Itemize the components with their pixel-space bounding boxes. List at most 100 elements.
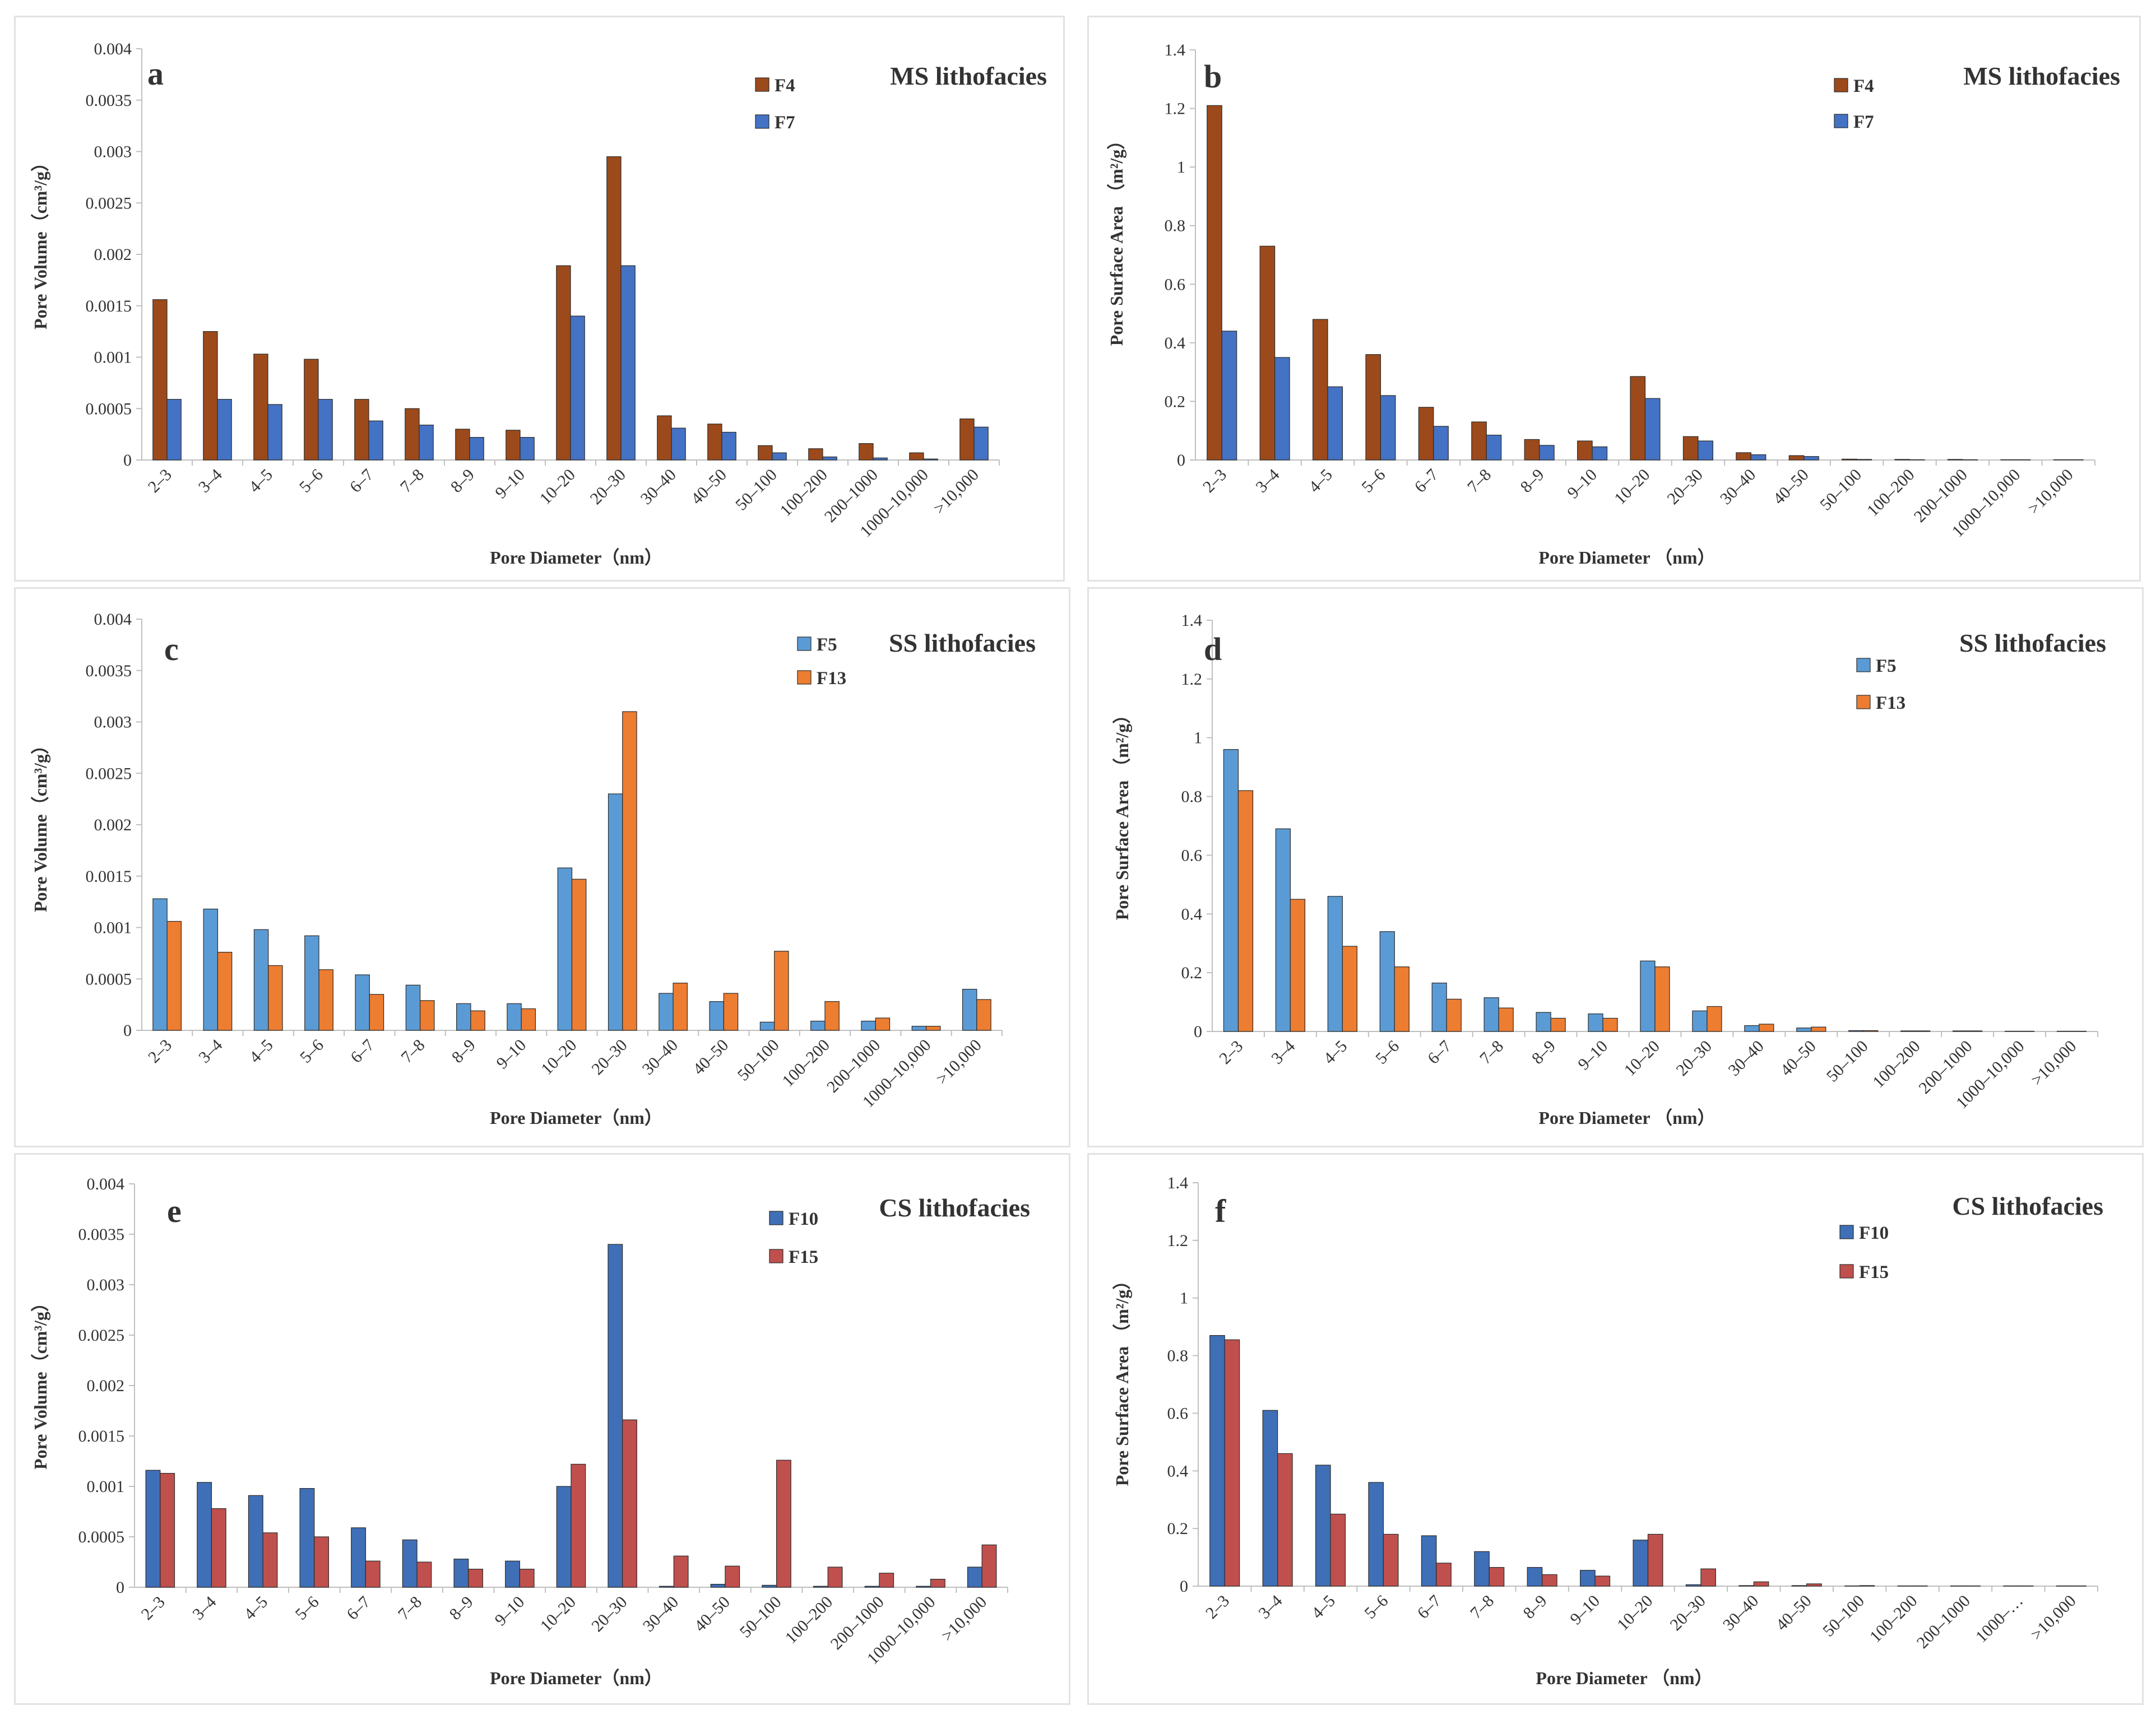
x-tick-label: 4–5: [1320, 1037, 1351, 1068]
bar-F4-14: [1947, 459, 1963, 461]
x-tick-label: 20–30: [1666, 1592, 1709, 1634]
bar-F7-15: [923, 458, 938, 461]
x-tick-label: 4–5: [1305, 466, 1336, 496]
x-tick-label: 7–8: [397, 466, 428, 496]
x-tick-label: 40–50: [1772, 1592, 1815, 1634]
panel-letter: c: [164, 631, 179, 667]
bar-F4-6: [455, 429, 470, 461]
y-tick-label: 0.2: [1165, 392, 1186, 411]
bar-F10-2: [248, 1495, 263, 1588]
x-tick-label: 8–9: [448, 1036, 479, 1067]
x-tick-label: 6–7: [343, 1593, 374, 1624]
x-tick-label: 10–20: [1611, 466, 1653, 508]
x-tick-label: 50–100: [736, 1593, 785, 1642]
y-tick-label: 0.002: [94, 816, 132, 834]
bar-F5-5: [405, 984, 421, 1031]
bar-F5-1: [203, 908, 219, 1031]
y-tick-label: 0.6: [1167, 1404, 1189, 1423]
x-tick-label: 10–20: [536, 466, 579, 508]
bar-F4-8: [556, 265, 571, 461]
bar-F13-6: [1550, 1017, 1566, 1032]
bar-F10-4: [1421, 1535, 1437, 1587]
bar-F5-15: [911, 1026, 927, 1031]
bar-F13-0: [166, 921, 182, 1031]
x-axis-title: Pore Diameter （nm）: [1538, 547, 1715, 568]
chart-panel-e: 0 0.0005 0.001 0.0015 0.002 0.0025 0.003 0.0035…: [14, 1153, 1070, 1705]
bar-F15-8: [1647, 1533, 1663, 1587]
x-tick-label: 1000–…: [1972, 1592, 2027, 1647]
bar-F5-1: [1275, 828, 1291, 1032]
x-axis-title: Pore Diameter （nm）: [1538, 1108, 1715, 1128]
bar-F4-13: [1894, 459, 1911, 461]
bar-F4-8: [1630, 376, 1646, 461]
bar-F5-10: [1744, 1025, 1760, 1032]
bar-F10-16: [967, 1567, 982, 1588]
bar-F13-12: [774, 951, 789, 1031]
chart-panel-a: 0 0.0005 0.001 0.0015 0.002 0.0025 0.003 0.0035…: [14, 16, 1065, 582]
bar-F15-11: [1806, 1583, 1822, 1587]
x-tick-label: 200–1000: [1913, 1592, 1974, 1652]
bar-F5-8: [557, 867, 573, 1031]
x-tick-label: >10,000: [938, 1593, 990, 1646]
bar-F15-6: [1542, 1574, 1557, 1587]
x-tick-label: 3–4: [1255, 1592, 1286, 1623]
bar-F13-10: [1759, 1024, 1774, 1032]
y-tick-label: 0: [1194, 1023, 1202, 1041]
bar-F15-7: [1594, 1575, 1611, 1587]
chart-svg-e: 0 0.0005 0.001 0.0015 0.002 0.0025 0.003 0.0035…: [30, 1175, 1030, 1688]
bar-F5-14: [861, 1020, 876, 1031]
bar-F15-5: [416, 1561, 432, 1588]
y-tick-label: 0.004: [94, 40, 132, 58]
bar-F7-13: [1909, 459, 1925, 461]
y-tick-label: 0.0025: [86, 194, 132, 212]
legend-swatch-F10: [769, 1211, 783, 1225]
y-tick-label: 0.8: [1167, 1347, 1189, 1365]
y-tick-label: 0.0035: [86, 662, 132, 680]
bar-F13-11: [723, 993, 739, 1031]
legend-label-F7: F7: [775, 113, 795, 133]
bar-F7-11: [1803, 456, 1819, 461]
x-tick-label: >10,000: [2027, 1592, 2080, 1644]
y-tick-label: 0.4: [1165, 334, 1186, 352]
legend-label-F10: F10: [789, 1209, 818, 1229]
bar-F13-4: [1446, 998, 1462, 1032]
bar-F5-9: [1692, 1010, 1708, 1032]
bar-F5-0: [152, 898, 168, 1031]
bar-F5-13: [810, 1020, 826, 1031]
bar-F7-5: [1486, 434, 1502, 461]
bar-F15-14: [879, 1573, 894, 1588]
bar-F13-5: [1498, 1007, 1514, 1032]
y-tick-label: 0: [123, 451, 132, 470]
bar-F13-8: [571, 879, 587, 1031]
y-tick-label: 0.0015: [86, 867, 132, 886]
x-tick-label: 5–6: [296, 466, 327, 496]
bar-F7-14: [1962, 459, 1978, 461]
panel-letter: e: [167, 1193, 182, 1229]
bar-F13-5: [420, 1000, 435, 1031]
x-tick-label: 6–7: [346, 466, 377, 496]
bar-F4-10: [657, 415, 672, 461]
bar-F4-16: [959, 418, 975, 461]
y-tick-label: 0: [1180, 1577, 1188, 1596]
bar-F4-7: [506, 430, 521, 461]
bar-F13-2: [268, 965, 283, 1031]
bar-F5-7: [1588, 1013, 1603, 1032]
y-tick-label: 0.0025: [78, 1326, 125, 1345]
y-tick-label: 0.8: [1165, 217, 1186, 235]
bar-F4-4: [1418, 407, 1434, 461]
bar-F5-11: [709, 1001, 724, 1031]
bar-F10-11: [710, 1583, 726, 1588]
bar-F4-5: [1471, 421, 1487, 461]
bar-F15-7: [519, 1568, 535, 1588]
legend-swatch-F13: [1856, 695, 1871, 709]
y-tick-label: 0.003: [94, 713, 132, 732]
bar-F15-0: [1224, 1339, 1240, 1587]
x-tick-label: 9–10: [493, 1036, 530, 1073]
y-tick-label: 0.003: [94, 143, 132, 161]
bar-F15-1: [211, 1508, 226, 1588]
bar-F10-9: [1685, 1584, 1701, 1587]
x-tick-label: 3–4: [1268, 1037, 1299, 1068]
x-tick-label: 4–5: [1308, 1592, 1339, 1623]
x-tick-label: 8–9: [447, 466, 478, 496]
y-tick-label: 0.004: [94, 610, 132, 629]
